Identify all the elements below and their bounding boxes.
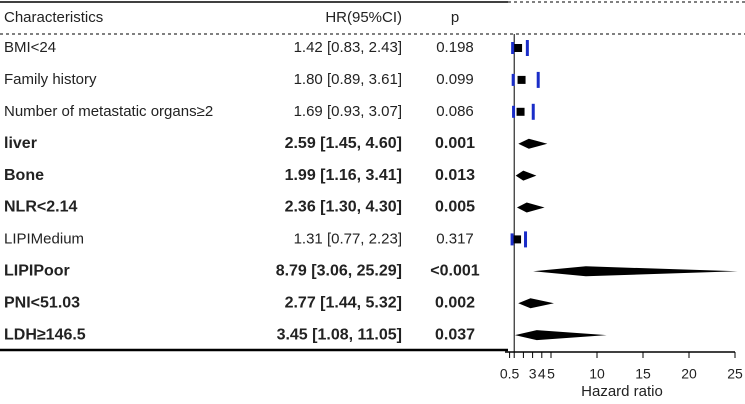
hr-point: [517, 75, 526, 84]
ci-diamond: [514, 330, 607, 341]
row-label: BMI<24: [4, 39, 56, 56]
x-tick-label: 5: [547, 366, 555, 382]
hr-label: 2.59 [1.45, 4.60]: [285, 135, 402, 152]
hr-point: [514, 44, 523, 52]
x-tick-label: 25: [727, 366, 743, 382]
row-label: LIPIPoor: [4, 263, 70, 280]
x-axis-label: Hazard ratio: [581, 383, 663, 400]
row-label: NLR<2.14: [4, 199, 77, 216]
p-label: 0.005: [435, 199, 475, 216]
hr-point: [513, 235, 522, 244]
row-label: Bone: [4, 167, 44, 184]
p-label: 0.037: [435, 326, 475, 343]
ci-diamond: [516, 202, 545, 213]
hr-label: 2.77 [1.44, 5.32]: [285, 294, 402, 311]
row-label: LDH≥146.5: [4, 326, 86, 343]
p-label: 0.001: [435, 135, 475, 152]
row-label: LIPIMedium: [4, 230, 84, 247]
x-tick-label: 0.5: [500, 366, 520, 382]
p-label: 0.086: [436, 103, 474, 120]
hr-label: 1.31 [0.77, 2.23]: [294, 230, 402, 247]
x-tick-label: 3: [529, 366, 537, 382]
ci-diamond: [518, 138, 548, 149]
ci-diamond: [515, 170, 537, 181]
x-tick-label: 4: [538, 366, 546, 382]
p-label: 0.013: [435, 167, 475, 184]
hr-label: 1.42 [0.83, 2.43]: [294, 39, 402, 56]
column-header: Characteristics: [4, 9, 103, 26]
row-label: Number of metastatic organs≥2: [4, 103, 213, 120]
x-tick-label: 15: [635, 366, 651, 382]
hr-label: 1.99 [1.16, 3.41]: [285, 167, 402, 184]
column-header: HR(95%CI): [325, 9, 402, 26]
x-tick-label: 20: [681, 366, 697, 382]
p-label: 0.317: [436, 230, 474, 247]
hr-label: 3.45 [1.08, 11.05]: [277, 326, 402, 343]
p-label: 0.198: [436, 39, 474, 56]
hr-label: 1.69 [0.93, 3.07]: [294, 103, 402, 120]
ci-diamond: [533, 266, 738, 277]
hr-point: [516, 107, 525, 116]
p-label: 0.099: [436, 71, 474, 88]
ci-diamond: [518, 298, 554, 309]
hr-label: 2.36 [1.30, 4.30]: [285, 199, 402, 216]
column-header: p: [451, 9, 459, 26]
row-label: liver: [4, 135, 37, 152]
row-label: Family history: [4, 71, 97, 88]
p-label: <0.001: [430, 263, 479, 280]
p-label: 0.002: [435, 294, 475, 311]
hr-label: 8.79 [3.06, 25.29]: [276, 263, 402, 280]
x-tick-label: 10: [589, 366, 605, 382]
hr-label: 1.80 [0.89, 3.61]: [294, 71, 402, 88]
row-label: PNI<51.03: [4, 294, 80, 311]
